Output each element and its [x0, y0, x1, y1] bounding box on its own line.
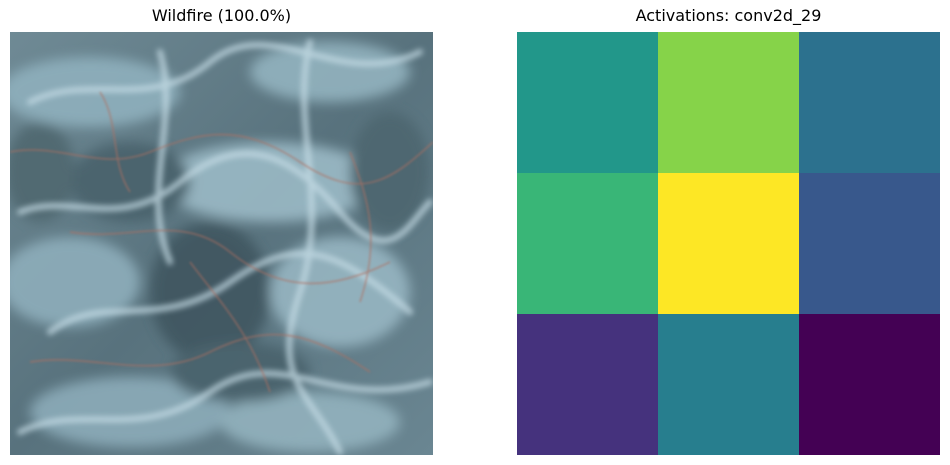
- left-panel-title: Wildfire (100.0%): [151, 6, 292, 25]
- heatmap-cell-r0-c2: [799, 32, 940, 174]
- heatmap-plot: [517, 32, 940, 455]
- heatmap-cell-r1-c2: [799, 173, 940, 315]
- heatmap-cell-r0-c1: [658, 32, 800, 174]
- right-panel-title: Activations: conv2d_29: [635, 6, 822, 25]
- satellite-image: [10, 32, 433, 455]
- heatmap-cell-r1-c0: [517, 173, 659, 315]
- heatmap-cell-r0-c0: [517, 32, 659, 174]
- heatmap-cell-r2-c2: [799, 314, 940, 455]
- heatmap-cell-r2-c1: [658, 314, 800, 455]
- heatmap-cell-r2-c0: [517, 314, 659, 455]
- activation-heatmap: [517, 32, 940, 455]
- heatmap-cell-r1-c1: [658, 173, 800, 315]
- satellite-terrain-image-icon: [10, 32, 433, 455]
